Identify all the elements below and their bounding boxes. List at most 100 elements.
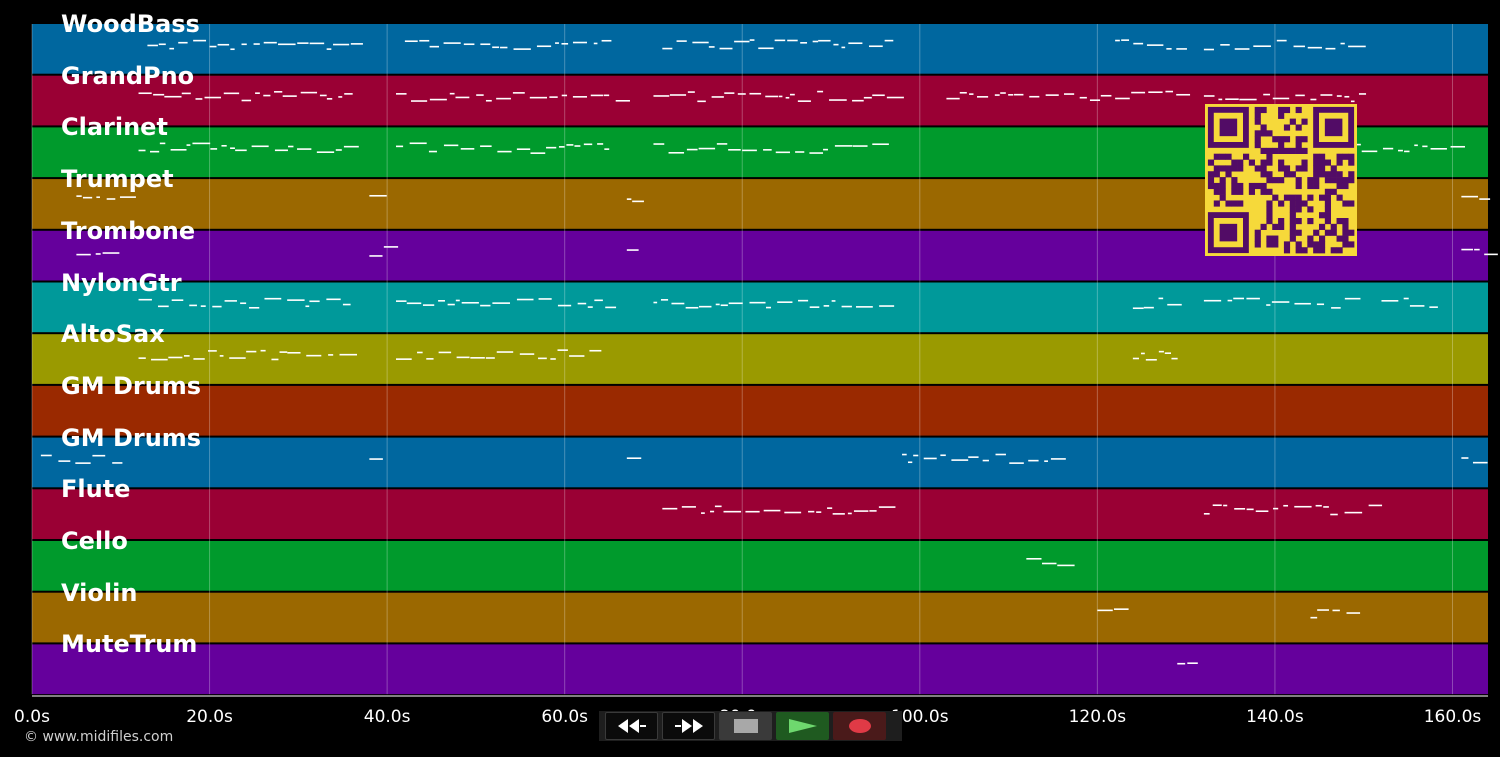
note-mark <box>869 45 883 48</box>
note-mark <box>1414 144 1418 147</box>
note-mark <box>170 148 187 151</box>
note-mark <box>500 46 508 49</box>
time-tick-label: 120.0s <box>1068 707 1127 727</box>
note-mark <box>404 40 418 43</box>
note-mark <box>1165 90 1174 93</box>
note-mark <box>536 45 552 48</box>
note-mark <box>76 195 82 197</box>
note-mark <box>476 94 484 96</box>
note-mark <box>492 46 500 49</box>
note-mark <box>480 145 492 148</box>
note-mark <box>913 454 919 457</box>
note-mark <box>461 301 479 304</box>
note-mark <box>749 39 755 41</box>
note-mark <box>626 249 639 251</box>
note-mark <box>193 39 207 42</box>
note-mark <box>171 299 184 301</box>
note-mark <box>1272 97 1290 100</box>
note-mark <box>1009 462 1024 464</box>
note-mark <box>766 306 772 309</box>
note-mark <box>959 91 967 94</box>
note-mark <box>480 43 491 46</box>
note-mark <box>516 298 534 301</box>
note-mark <box>1346 612 1361 614</box>
rewind-button[interactable] <box>605 712 658 740</box>
note-mark <box>224 300 237 302</box>
note-mark <box>1474 248 1480 251</box>
note-mark <box>306 354 322 357</box>
note-mark <box>557 349 568 351</box>
note-mark <box>274 149 288 152</box>
note-mark <box>1132 357 1139 360</box>
note-mark <box>241 99 252 102</box>
note-mark <box>716 143 728 145</box>
note-mark <box>968 456 979 458</box>
note-mark <box>1115 97 1130 100</box>
note-mark <box>193 358 205 360</box>
note-mark <box>1218 98 1223 101</box>
note-mark <box>1177 662 1186 665</box>
note-mark <box>183 355 190 357</box>
track-label: Trumpet <box>61 165 174 194</box>
note-mark <box>1145 358 1157 361</box>
note-mark <box>169 47 175 50</box>
play-button[interactable] <box>776 712 829 740</box>
note-mark <box>698 305 712 308</box>
stop-button[interactable] <box>719 712 772 740</box>
note-mark <box>561 42 569 45</box>
fast-forward-button[interactable] <box>662 712 715 740</box>
note-mark <box>789 93 795 96</box>
track-label: GM Drums <box>61 371 202 400</box>
note-mark <box>749 92 762 95</box>
note-mark <box>496 351 514 353</box>
note-mark <box>235 149 247 152</box>
note-mark <box>1050 458 1066 460</box>
note-mark <box>817 90 824 93</box>
note-mark <box>848 42 863 45</box>
note-mark <box>1167 303 1182 306</box>
note-mark <box>297 42 309 44</box>
note-mark <box>763 149 772 151</box>
note-mark <box>1403 297 1409 300</box>
note-mark <box>1472 461 1488 464</box>
note-mark <box>240 302 247 305</box>
note-mark <box>438 300 445 302</box>
note-mark <box>192 142 211 145</box>
note-mark <box>40 454 52 457</box>
note-mark <box>1255 510 1269 513</box>
note-mark <box>561 94 568 97</box>
note-mark <box>449 92 455 95</box>
note-mark <box>383 246 399 248</box>
note-mark <box>687 91 695 93</box>
note-mark <box>1028 459 1039 462</box>
note-mark <box>587 306 593 308</box>
record-button[interactable] <box>833 712 886 740</box>
note-mark <box>287 299 305 301</box>
note-mark <box>151 358 168 361</box>
note-mark <box>686 148 698 151</box>
note-mark <box>230 147 235 150</box>
note-mark <box>519 353 535 355</box>
note-mark <box>1203 299 1222 302</box>
note-mark <box>1203 513 1210 515</box>
note-mark <box>343 145 359 148</box>
note-mark <box>447 303 455 306</box>
note-mark <box>538 357 547 360</box>
note-mark <box>728 149 741 151</box>
stop-icon <box>733 719 758 733</box>
note-mark <box>1246 508 1254 511</box>
note-mark <box>1115 39 1120 42</box>
note-mark <box>763 509 781 512</box>
note-mark <box>264 297 282 300</box>
note-mark <box>594 299 603 302</box>
note-mark <box>1203 48 1214 51</box>
note-mark <box>164 95 182 98</box>
note-mark <box>626 457 642 460</box>
note-mark <box>671 302 685 305</box>
note-mark <box>316 151 335 153</box>
note-mark <box>396 300 407 302</box>
note-mark <box>497 150 512 153</box>
note-mark <box>1187 662 1198 664</box>
note-mark <box>429 98 447 101</box>
note-mark <box>784 511 802 514</box>
